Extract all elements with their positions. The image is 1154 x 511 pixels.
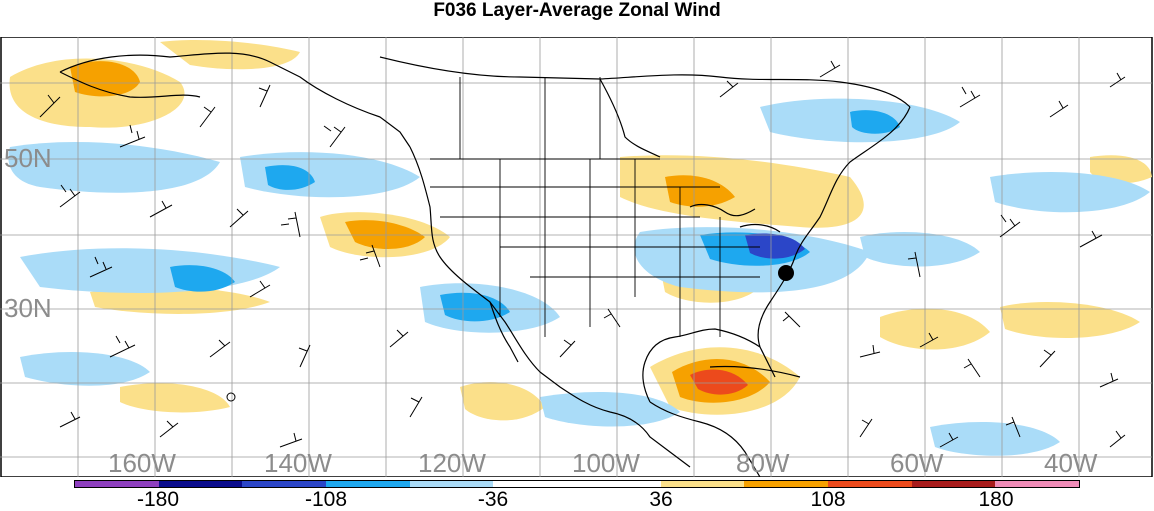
- lon-label-160w: 160W: [108, 448, 176, 477]
- lon-label-140w: 140W: [264, 448, 332, 477]
- wind-map[interactable]: 50N 30N 160W 140W 120W 100W 80W 60W 40W: [0, 37, 1154, 477]
- colorbar-tick-label: 180: [978, 488, 1014, 511]
- colorbar: [74, 480, 1080, 488]
- colorbar-swatch: [158, 481, 243, 487]
- lon-label-80w: 80W: [736, 448, 790, 477]
- colorbar-swatch: [493, 481, 578, 487]
- colorbar-swatch: [326, 481, 410, 487]
- colorbar-labels: -180 -108 -36 36 108 180: [0, 489, 1154, 511]
- colorbar-swatch: [660, 481, 745, 487]
- colorbar-swatch: [409, 481, 494, 487]
- lon-label-60w: 60W: [890, 448, 944, 477]
- shading-layer: [8, 40, 1152, 456]
- colorbar-swatch: [828, 481, 912, 487]
- graticule: [0, 37, 1152, 477]
- storm-center-marker[interactable]: [778, 265, 794, 281]
- colorbar-tick-label: 108: [810, 488, 846, 511]
- coastlines: [59, 52, 911, 477]
- colorbar-swatch: [242, 481, 327, 487]
- colorbar-tick-label: -180: [136, 488, 180, 511]
- colorbar-tick-label: -36: [477, 488, 509, 511]
- colorbar-swatch: [744, 481, 829, 487]
- lon-label-40w: 40W: [1044, 448, 1098, 477]
- colorbar-swatch: [995, 481, 1080, 487]
- small-circle-marker: [226, 392, 236, 402]
- political-boundaries: [430, 77, 760, 337]
- chart-title: F036 Layer-Average Zonal Wind: [433, 0, 721, 21]
- colorbar-tick-label: 36: [649, 488, 673, 511]
- lat-label-50n: 50N: [4, 143, 52, 173]
- colorbar-swatch: [911, 481, 996, 487]
- lon-label-120w: 120W: [418, 448, 486, 477]
- lat-label-30n: 30N: [4, 293, 52, 323]
- colorbar-swatch: [75, 481, 159, 487]
- colorbar-tick-label: -108: [304, 488, 348, 511]
- colorbar-swatch: [577, 481, 661, 487]
- lon-label-100w: 100W: [572, 448, 640, 477]
- wind-barbs: [39, 60, 1126, 448]
